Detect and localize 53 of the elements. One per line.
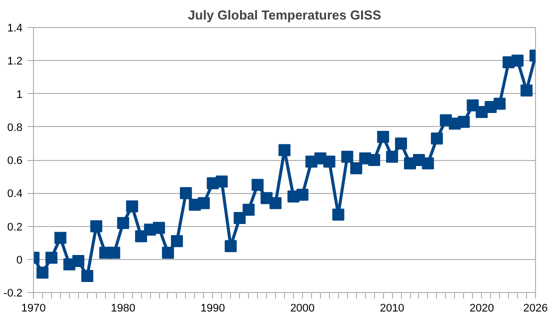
- point: [270, 197, 282, 210]
- x-tick-label: 2020: [469, 302, 494, 314]
- point: [395, 137, 408, 150]
- x-tick-label: 2000: [290, 302, 315, 314]
- point: [296, 188, 308, 201]
- y-tick-label: 1: [16, 88, 23, 101]
- point: [430, 132, 443, 144]
- point: [341, 150, 354, 163]
- point: [90, 220, 102, 232]
- point: [386, 150, 398, 163]
- x-tick-label: 1990: [200, 302, 226, 314]
- x-tick-label: 1970: [21, 302, 46, 314]
- point: [377, 130, 390, 143]
- y-tick-label: 0.4: [7, 188, 23, 200]
- y-tick-label: 1.4: [7, 22, 23, 34]
- point: [216, 176, 228, 188]
- chart-title: July Global Temperatures GISS: [188, 8, 382, 22]
- point: [278, 144, 290, 156]
- point: [108, 246, 120, 259]
- point: [36, 266, 48, 279]
- point: [422, 157, 434, 170]
- point: [323, 156, 336, 168]
- point: [54, 232, 66, 244]
- point: [45, 252, 58, 264]
- point: [242, 204, 255, 216]
- point: [512, 54, 524, 67]
- x-tick-label: 2010: [380, 302, 404, 314]
- x-tick-label: 1980: [110, 302, 136, 314]
- point: [180, 187, 192, 200]
- point: [368, 154, 380, 166]
- point: [198, 197, 210, 210]
- point: [81, 270, 94, 282]
- point: [117, 216, 130, 229]
- point: [332, 208, 344, 221]
- point: [126, 200, 138, 212]
- point: [162, 246, 174, 259]
- point: [72, 255, 84, 268]
- point: [458, 116, 470, 128]
- y-tick-label: -0.2: [4, 288, 23, 300]
- y-tick-label: 1.2: [7, 56, 23, 68]
- point: [234, 212, 246, 224]
- y-tick-label: 0.8: [7, 122, 23, 134]
- point: [350, 162, 362, 174]
- point: [520, 84, 533, 96]
- point: [170, 235, 183, 248]
- y-tick-label: 0.2: [7, 221, 23, 234]
- point: [224, 240, 237, 252]
- x-tick-label: 2026: [523, 302, 548, 314]
- y-tick-label: 0.6: [7, 155, 23, 167]
- point: [252, 178, 264, 191]
- point: [494, 98, 506, 110]
- y-tick-label: 0: [16, 254, 23, 266]
- point: [153, 222, 165, 234]
